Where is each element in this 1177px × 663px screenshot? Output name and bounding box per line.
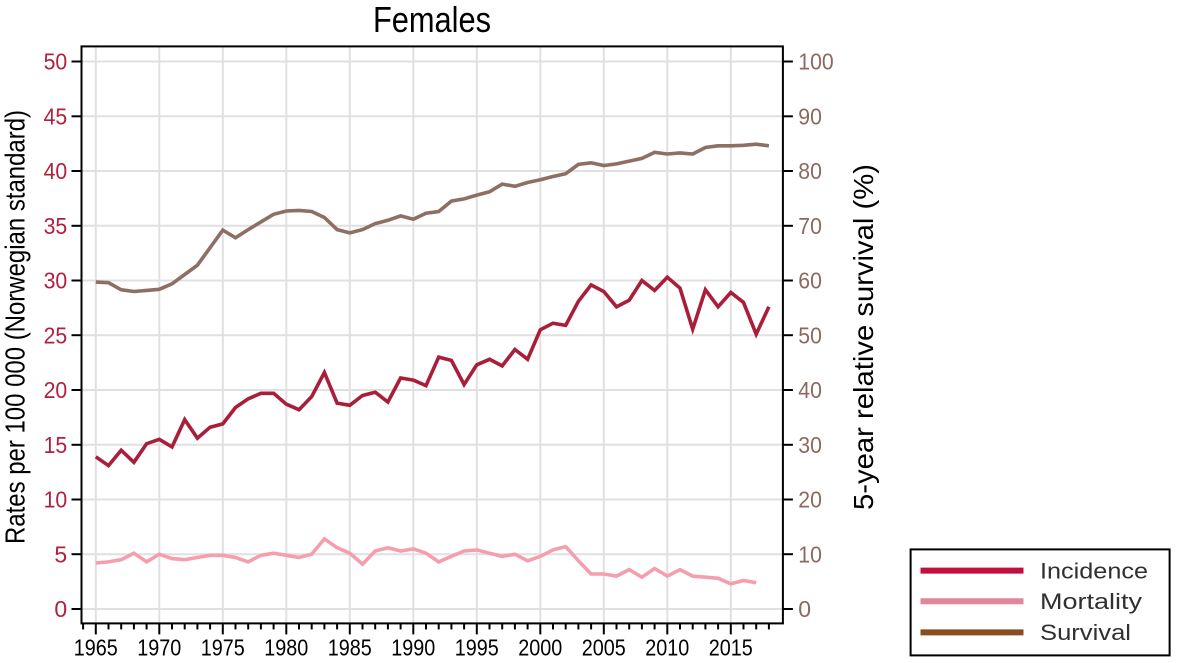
svg-text:0: 0 — [54, 596, 67, 622]
svg-text:100: 100 — [798, 49, 833, 75]
svg-text:2015: 2015 — [709, 635, 753, 661]
svg-text:1995: 1995 — [455, 635, 499, 661]
svg-text:15: 15 — [44, 432, 68, 458]
svg-text:45: 45 — [44, 103, 68, 129]
svg-text:0: 0 — [798, 596, 811, 622]
svg-text:80: 80 — [798, 158, 822, 184]
svg-text:10: 10 — [44, 487, 68, 513]
svg-text:30: 30 — [798, 432, 822, 458]
svg-text:1970: 1970 — [137, 635, 181, 661]
svg-text:35: 35 — [44, 213, 68, 239]
svg-text:2000: 2000 — [518, 635, 562, 661]
svg-text:Incidence: Incidence — [1040, 558, 1148, 583]
svg-text:30: 30 — [44, 268, 68, 294]
svg-text:20: 20 — [798, 487, 822, 513]
svg-text:40: 40 — [44, 158, 68, 184]
svg-text:Rates per 100 000 (Norwegian s: Rates per 100 000 (Norwegian standard) — [0, 110, 31, 544]
svg-text:25: 25 — [44, 322, 68, 348]
svg-text:90: 90 — [798, 103, 822, 129]
svg-text:60: 60 — [798, 268, 822, 294]
svg-text:70: 70 — [798, 213, 822, 239]
svg-text:1965: 1965 — [74, 635, 118, 661]
svg-text:Survival: Survival — [1040, 620, 1131, 645]
svg-text:20: 20 — [44, 377, 68, 403]
svg-text:40: 40 — [798, 377, 822, 403]
svg-text:2010: 2010 — [645, 635, 689, 661]
svg-text:5-year relative survival (%): 5-year relative survival (%) — [848, 164, 879, 510]
svg-text:50: 50 — [798, 322, 822, 348]
svg-text:50: 50 — [44, 49, 68, 75]
svg-text:2005: 2005 — [582, 635, 626, 661]
svg-text:1990: 1990 — [391, 635, 435, 661]
svg-text:1985: 1985 — [328, 635, 372, 661]
svg-text:5: 5 — [54, 541, 67, 567]
svg-text:10: 10 — [798, 541, 822, 567]
svg-text:1975: 1975 — [201, 635, 245, 661]
svg-text:1980: 1980 — [264, 635, 308, 661]
svg-text:Mortality: Mortality — [1040, 589, 1143, 614]
svg-text:Females: Females — [373, 0, 491, 40]
